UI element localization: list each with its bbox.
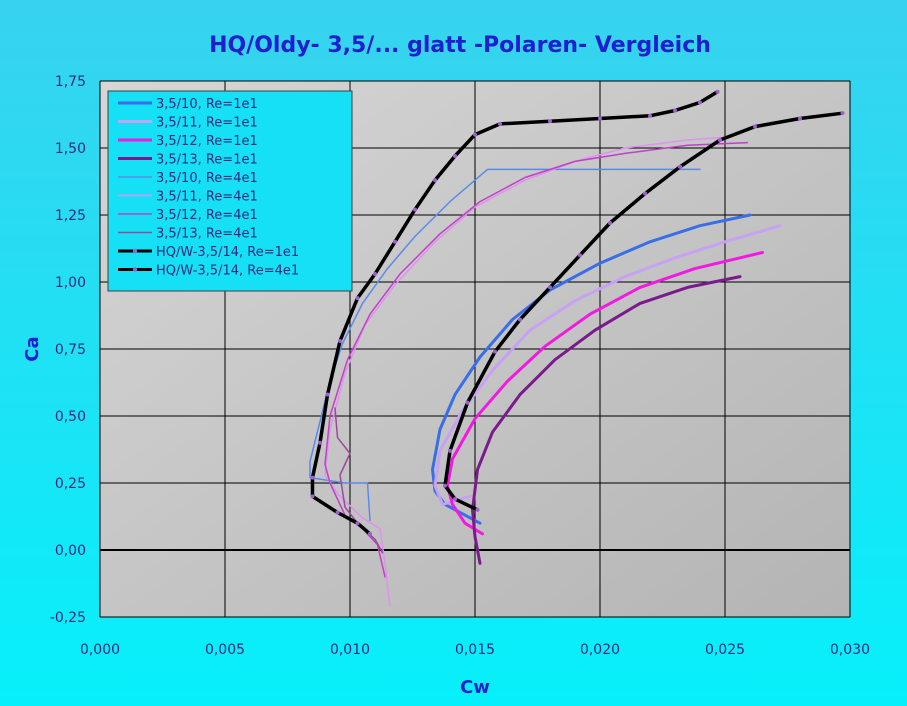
series-point (368, 531, 372, 536)
y-tick-labels: 1,75 1,50 1,25 1,00 0,75 0,50 0,25 0,00 -0,25 (50, 74, 86, 626)
legend-label-6: 3,5/11, Re=4e1 (156, 190, 258, 205)
y-tick-label: 0,75 (55, 342, 86, 358)
legend-marker (132, 267, 138, 272)
series-point (643, 191, 647, 196)
legend-label-9: HQ/W-3,5/14, Re=1e1 (156, 245, 299, 260)
series-point (310, 475, 315, 480)
series-point (608, 221, 612, 226)
legend-label-3: 3,5/12, Re=1e1 (156, 134, 258, 149)
series-line-9 (310, 89, 720, 536)
series-point (493, 349, 497, 354)
series-point (598, 116, 602, 121)
series-point (355, 296, 360, 301)
series-point (498, 121, 502, 126)
series-point (393, 239, 397, 244)
series-point (433, 178, 437, 183)
legend-label-7: 3,5/12, Re=4e1 (156, 208, 258, 223)
series-point (718, 137, 722, 142)
series-point (715, 89, 720, 94)
legend-marker (132, 248, 138, 254)
x-tick-label: 0,030 (830, 642, 870, 658)
chart-title: HQ/Oldy- 3,5/... glatt -Polaren- Verglei… (209, 33, 711, 58)
legend-label-4: 3,5/13, Re=1e1 (156, 153, 258, 168)
series-line-4 (471, 275, 742, 565)
series-point (355, 521, 360, 526)
y-tick-label: 1,75 (55, 74, 86, 90)
series-point (318, 440, 322, 445)
x-tick-label: 0,020 (580, 642, 620, 658)
x-tick-label: 0,005 (205, 642, 245, 658)
legend-label-1: 3,5/10, Re=1e1 (156, 97, 258, 112)
series-line-10 (443, 111, 845, 512)
x-tick-label: 0,000 (80, 642, 120, 658)
legend-label-5: 3,5/10, Re=4e1 (156, 171, 258, 186)
series-point (475, 507, 480, 512)
series-group (309, 89, 845, 608)
series-point (548, 119, 552, 124)
y-axis-label: Ca (22, 336, 43, 361)
legend-label-2: 3,5/11, Re=1e1 (156, 116, 258, 131)
series-point (673, 108, 677, 113)
series-point (325, 392, 330, 397)
y-tick-label: 0,25 (55, 476, 86, 492)
series-point (548, 285, 552, 290)
series-line-5 (309, 168, 701, 522)
series-point (310, 494, 315, 499)
series-line-8 (334, 407, 384, 554)
series-point (453, 154, 457, 159)
series-point (413, 207, 417, 212)
series-line-3 (446, 251, 764, 536)
series-point (448, 448, 452, 453)
series-point (518, 317, 522, 322)
series-point (578, 253, 582, 258)
series-line-1 (431, 213, 752, 525)
series-point (753, 124, 757, 129)
series-point (678, 164, 682, 169)
x-tick-labels: 0,000 0,005 0,010 0,015 0,020 0,025 0,030 (80, 642, 870, 658)
y-tick-label: 1,00 (55, 275, 86, 291)
y-tick-label: 0,50 (55, 409, 86, 425)
series-point (373, 271, 377, 276)
legend-box (107, 90, 353, 292)
series-point (465, 400, 470, 405)
x-tick-label: 0,025 (705, 642, 745, 658)
series-point (453, 497, 457, 502)
legend-label-10: HQ/W-3,5/14, Re=4e1 (156, 264, 299, 279)
legend: 3,5/10, Re=1e1 3,5/11, Re=1e1 3,5/12, Re=1… (107, 90, 353, 292)
y-tick-label: -0,25 (50, 610, 86, 626)
series-point (798, 116, 802, 121)
series-point (698, 100, 702, 105)
series-point (648, 113, 652, 118)
x-tick-label: 0,010 (330, 642, 370, 658)
series-line-2 (433, 224, 782, 506)
legend-label-8: 3,5/13, Re=4e1 (156, 227, 258, 242)
y-tick-label: 1,50 (55, 141, 86, 157)
x-axis-label: Cw (460, 677, 490, 698)
series-point (338, 338, 342, 343)
series-point (473, 132, 477, 137)
series-point (335, 510, 340, 515)
y-tick-label: 0,00 (55, 543, 86, 559)
series-point (443, 483, 447, 488)
y-tick-label: 1,25 (55, 208, 86, 224)
x-tick-label: 0,015 (455, 642, 495, 658)
series-point (840, 111, 845, 116)
